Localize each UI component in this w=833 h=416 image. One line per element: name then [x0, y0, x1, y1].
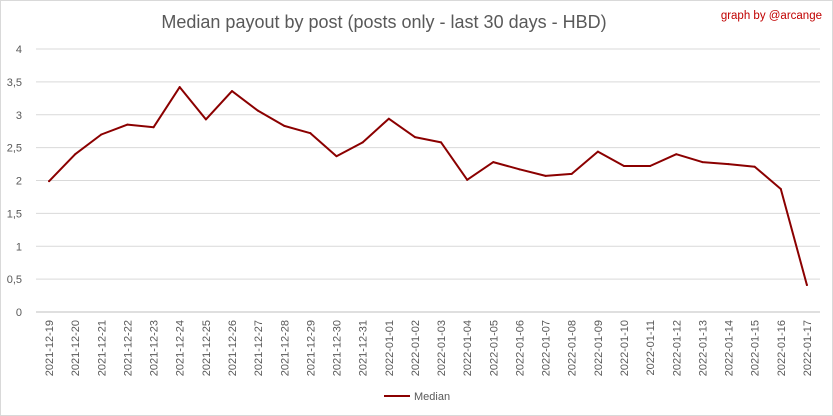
data-point: [518, 168, 521, 171]
data-point: [596, 150, 599, 153]
y-tick-label: 1,5: [7, 208, 22, 220]
data-point: [466, 178, 469, 181]
data-point: [413, 136, 416, 139]
x-tick-label: 2022-01-06: [514, 320, 526, 376]
y-tick-label: 3,5: [7, 77, 22, 89]
x-tick-label: 2021-12-29: [305, 320, 317, 376]
x-tick-label: 2021-12-21: [96, 320, 108, 376]
x-tick-label: 2022-01-10: [619, 320, 631, 376]
data-point: [701, 161, 704, 164]
data-point: [387, 117, 390, 120]
data-point: [570, 172, 573, 175]
x-tick-label: 2022-01-16: [776, 320, 788, 376]
x-tick-label: 2021-12-19: [44, 320, 56, 376]
data-point: [727, 163, 730, 166]
y-axis-ticks: 0 0,5 1 1,5 2 2,5 3 3,5 4: [7, 44, 22, 319]
data-point: [544, 174, 547, 177]
data-point: [204, 118, 207, 121]
legend: Median: [384, 391, 450, 403]
y-tick-label: 0,5: [7, 274, 22, 286]
data-point: [335, 155, 338, 158]
data-point: [779, 188, 782, 191]
y-tick-label: 4: [16, 44, 22, 56]
data-point: [753, 165, 756, 168]
x-tick-label: 2022-01-13: [697, 320, 709, 376]
data-point: [675, 153, 678, 156]
x-tick-label: 2022-01-04: [462, 320, 474, 376]
x-tick-label: 2022-01-17: [802, 320, 814, 376]
x-tick-label: 2022-01-03: [436, 320, 448, 376]
data-point: [283, 124, 286, 127]
y-tick-label: 2: [16, 176, 22, 188]
data-point: [257, 109, 260, 112]
x-tick-label: 2022-01-02: [410, 320, 422, 376]
data-point: [152, 126, 155, 129]
x-tick-label: 2021-12-22: [122, 320, 134, 376]
x-tick-label: 2021-12-20: [70, 320, 82, 376]
y-tick-label: 1: [16, 241, 22, 253]
data-point: [805, 284, 808, 287]
data-point: [623, 165, 625, 168]
x-tick-label: 2021-12-30: [332, 320, 344, 376]
x-axis-ticks: 2021-12-19 2021-12-20 2021-12-21 2021-12-22…: [44, 320, 814, 376]
x-tick-label: 2021-12-25: [201, 320, 213, 376]
legend-label: Median: [414, 391, 450, 403]
data-point: [361, 141, 364, 144]
data-point: [309, 132, 312, 135]
x-tick-label: 2021-12-27: [253, 320, 265, 376]
x-tick-label: 2021-12-24: [175, 320, 187, 376]
x-tick-label: 2022-01-08: [567, 320, 579, 376]
y-tick-label: 2,5: [7, 143, 22, 155]
x-tick-label: 2021-12-28: [279, 320, 291, 376]
data-point: [126, 123, 129, 126]
x-tick-label: 2022-01-01: [384, 320, 396, 376]
x-tick-label: 2022-01-09: [593, 320, 605, 376]
x-tick-label: 2022-01-14: [724, 320, 736, 376]
series-line-median: [48, 86, 808, 286]
x-tick-label: 2022-01-15: [750, 320, 762, 376]
y-tick-label: 3: [16, 110, 22, 122]
data-point: [440, 141, 443, 144]
data-point: [48, 180, 51, 183]
data-point: [649, 165, 652, 168]
x-tick-label: 2022-01-11: [645, 320, 657, 375]
chart-credit: graph by @arcange: [721, 10, 822, 22]
x-tick-label: 2021-12-26: [227, 320, 239, 376]
chart-title: Median payout by post (posts only - last…: [161, 12, 606, 32]
data-point: [74, 153, 77, 156]
data-point: [492, 161, 495, 164]
data-point: [100, 133, 103, 136]
grid-lines: [36, 48, 820, 313]
x-tick-label: 2021-12-31: [358, 320, 370, 376]
series-layer: [48, 86, 808, 287]
data-point: [231, 90, 233, 93]
x-tick-label: 2022-01-12: [671, 320, 683, 376]
y-tick-label: 0: [16, 307, 22, 319]
x-tick-label: 2021-12-23: [149, 320, 161, 376]
x-tick-label: 2022-01-07: [541, 320, 553, 376]
data-point: [178, 86, 181, 89]
x-tick-label: 2022-01-05: [488, 320, 500, 376]
